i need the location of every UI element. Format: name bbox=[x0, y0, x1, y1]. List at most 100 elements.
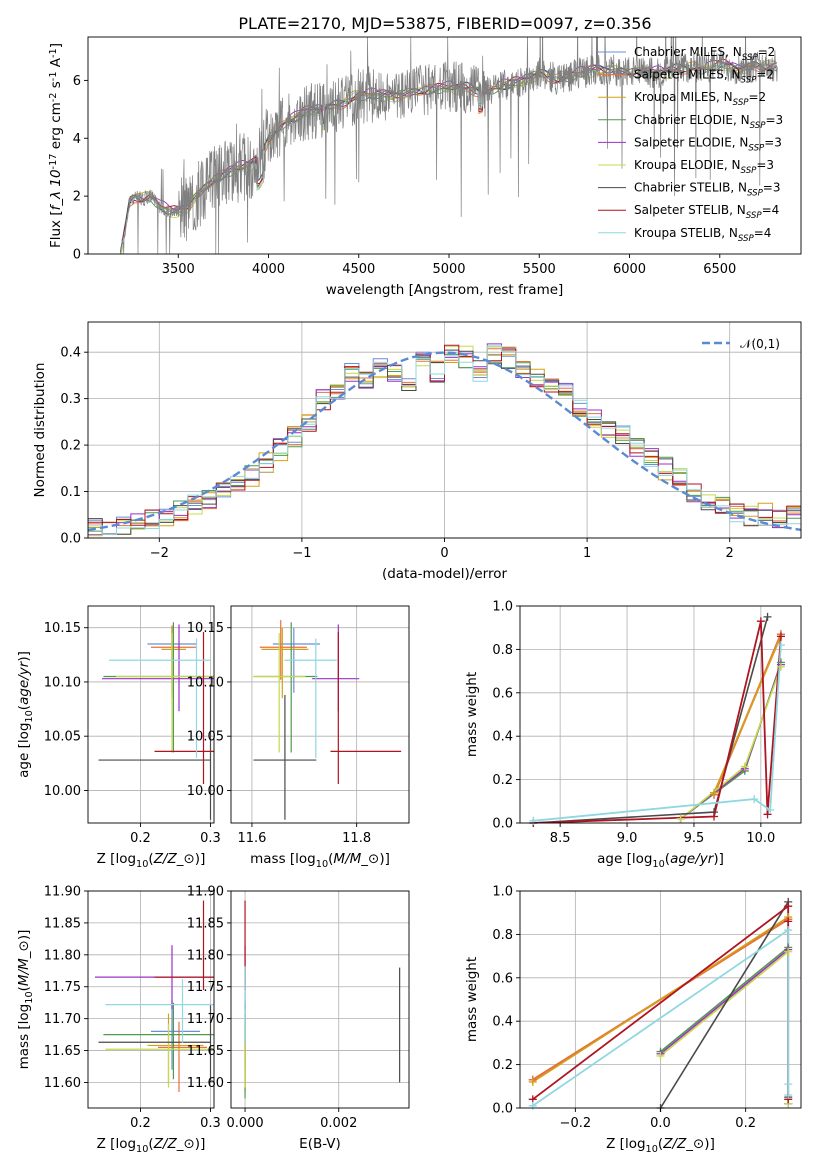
spectrum-frame bbox=[87, 36, 802, 255]
mass_vs_EBV-ytick-label-5: 11.85 bbox=[187, 916, 224, 931]
spectrum-legend-label-1: Salpeter MILES, NSSP=2 bbox=[634, 68, 774, 86]
spectrum-ytick-label-0: 0 bbox=[73, 248, 81, 263]
spectrum-legend-label-7: Salpeter STELIB, NSSP=4 bbox=[634, 203, 779, 221]
massweight_vs_age-ytick-label-0: 0.0 bbox=[492, 817, 513, 832]
spectrum-xtick-label-6: 6500 bbox=[703, 262, 736, 277]
age_vs_mass-plot-area bbox=[252, 620, 402, 820]
massweight_vs_Z-marker-8-0 bbox=[528, 1101, 537, 1110]
mass_vs_Z-plot-area bbox=[95, 900, 214, 1093]
massweight_vs_Z-ytick-label-0: 0.0 bbox=[492, 1102, 513, 1117]
massweight_vs_age-ytick-label-2: 0.4 bbox=[492, 730, 513, 745]
massweight_vs_Z-marker-7-1 bbox=[784, 902, 793, 911]
spectrum-xtick-label-0: 3500 bbox=[162, 262, 195, 277]
massweight_vs_age-xlabel: age [log10(age/yr)] bbox=[597, 851, 724, 870]
massweight_vs_Z-axes: −0.2 0.0 0.2 0.0 0.2 0.4 0.6 0.8 1.0 Z [log10(Z/Z… bbox=[464, 885, 802, 1155]
massweight_vs_Z-marker-8-3 bbox=[784, 1090, 793, 1099]
massweight_vs_age-marker-2-0 bbox=[710, 788, 719, 797]
age_vs_Z-point-4 bbox=[102, 624, 214, 712]
massweight_vs_Z-ytick-label-3: 0.6 bbox=[492, 971, 513, 986]
massweight_vs_age-marker-8-2 bbox=[766, 805, 775, 814]
massweight_vs_Z-ylabel: mass weight bbox=[464, 957, 480, 1042]
massweight_vs_age-line-6 bbox=[533, 616, 769, 823]
massweight_vs_Z-marker-5-0 bbox=[656, 1051, 665, 1060]
residuals-xtick-label-1: −1 bbox=[292, 546, 311, 561]
age_vs_mass-point-4 bbox=[312, 624, 360, 712]
massweight_vs_Z-ytick-label-5: 1.0 bbox=[492, 885, 513, 900]
spectrum-legend-item-4: Salpeter ELODIE, NSSP=3 bbox=[598, 135, 782, 153]
residuals-plot-area bbox=[88, 343, 801, 538]
residuals-ytick-label-0: 0.0 bbox=[60, 532, 81, 547]
mass_vs_Z-ytick-label-3: 11.75 bbox=[44, 980, 81, 995]
spectrum-legend-item-7: Salpeter STELIB, NSSP=4 bbox=[598, 203, 779, 221]
age_vs_Z-ytick-label-3: 10.15 bbox=[44, 621, 81, 636]
spectrum-ytick-label-1: 2 bbox=[73, 190, 81, 205]
age_vs_Z-xtick-label-0: 0.2 bbox=[130, 831, 151, 846]
age_vs_mass-point-7 bbox=[330, 632, 402, 784]
massweight_vs_age-marker-7-2 bbox=[756, 617, 765, 626]
mass_vs_Z-ytick-label-0: 11.60 bbox=[44, 1076, 81, 1091]
spectrum-legend-label-8: Kroupa STELIB, NSSP=4 bbox=[634, 226, 771, 244]
massweight_vs_age-marker-5-0 bbox=[676, 814, 685, 823]
mass_vs_EBV-ytick-label-2: 11.70 bbox=[187, 1012, 224, 1027]
residuals-legend: 𝒩(0,1) bbox=[702, 337, 780, 351]
age_vs_mass-point-2 bbox=[261, 627, 309, 699]
mass_vs_Z-point-5 bbox=[105, 1023, 214, 1088]
mass_vs_EBV-frame bbox=[230, 890, 410, 1109]
age_vs_mass-point-5 bbox=[252, 633, 306, 753]
spectrum-legend-label-6: Chabrier STELIB, NSSP=3 bbox=[634, 181, 781, 199]
residuals-legend-label: 𝒩(0,1) bbox=[740, 337, 780, 351]
age_vs_mass-xtick-label-0: 11.6 bbox=[237, 831, 266, 846]
mass_vs_Z-xtick-label-1: 0.3 bbox=[200, 1116, 221, 1131]
mass_vs_EBV-ytick-label-6: 11.90 bbox=[187, 885, 224, 900]
massweight_vs_age-ytick-label-3: 0.6 bbox=[492, 686, 513, 701]
mass_vs_Z-axes: 0.2 0.3 11.60 11.65 11.70 11.75 11.80 11.85 11.9… bbox=[16, 885, 221, 1156]
massweight_vs_Z-marker-8-1 bbox=[784, 926, 793, 935]
spectrum-legend-label-2: Kroupa MILES, NSSP=2 bbox=[634, 90, 766, 108]
massweight_vs_Z-marker-7-3 bbox=[784, 917, 793, 926]
mass_vs_Z-frame bbox=[87, 890, 215, 1109]
residuals-xtick-label-0: −2 bbox=[150, 546, 169, 561]
age_vs_mass-axes: 11.6 11.8 10.00 10.05 10.10 10.15 mass [log10(… bbox=[187, 605, 410, 870]
massweight_vs_Z-xlabel: Z [log10(Z/Z_⊙)] bbox=[606, 1136, 715, 1155]
massweight_vs_age-marker-7-1 bbox=[710, 812, 719, 821]
spectrum-legend-label-4: Salpeter ELODIE, NSSP=3 bbox=[634, 135, 782, 153]
spectrum-legend-item-0: Chabrier MILES, NSSP=2 bbox=[598, 45, 775, 63]
spectrum-xtick-label-3: 5000 bbox=[432, 262, 465, 277]
massweight_vs_age-marker-7-3 bbox=[763, 810, 772, 819]
mass_vs_Z-ylabel: mass [log10(M/M_⊙)] bbox=[16, 930, 35, 1070]
residuals-ytick-label-1: 0.1 bbox=[60, 485, 81, 500]
massweight_vs_age-marker-5-2 bbox=[776, 662, 785, 671]
spectrum-legend-item-6: Chabrier STELIB, NSSP=3 bbox=[598, 181, 781, 199]
residuals-axes: −2 −1 0 1 2 0.0 0.1 0.2 0.3 0.4 (data-model)/error… bbox=[32, 321, 802, 582]
mass_vs_Z-point-6 bbox=[98, 1003, 212, 1081]
mass_vs_EBV-axes: 0.000 0.002 11.60 11.65 11.70 11.75 11.80 11.85… bbox=[187, 885, 410, 1152]
massweight_vs_age-xtick-label-2: 9.5 bbox=[684, 831, 705, 846]
age_vs_Z-ytick-label-0: 10.00 bbox=[44, 784, 81, 799]
massweight_vs_Z-line-4 bbox=[659, 947, 789, 1104]
mass_vs_EBV-ytick-label-0: 11.60 bbox=[187, 1076, 224, 1091]
residuals-xtick-label-2: 0 bbox=[440, 546, 448, 561]
spectrum-ylabel: Flux [f_λ 10-17 erg cm-2 s-1 A-1] bbox=[48, 43, 64, 248]
massweight_vs_age-marker-8-1 bbox=[750, 795, 759, 804]
massweight_vs_age-ytick-label-5: 1.0 bbox=[492, 600, 513, 615]
mass_vs_Z-ytick-label-2: 11.70 bbox=[44, 1012, 81, 1027]
age_vs_Z-ytick-label-2: 10.10 bbox=[44, 675, 81, 690]
mass_vs_EBV-ytick-label-4: 11.80 bbox=[187, 948, 224, 963]
age_vs_mass-xlabel: mass [log10(M/M_⊙)] bbox=[250, 851, 390, 870]
spectrum-axes: 3500 4000 4500 5000 5500 6000 6500 0 2 4 6 waveleng… bbox=[48, 36, 802, 298]
spectrum-data-line bbox=[120, 37, 778, 254]
massweight_vs_Z-xtick-label-0: −0.2 bbox=[560, 1116, 592, 1131]
massweight_vs_age-marker-8-3 bbox=[776, 641, 785, 650]
spectrum-xlabel: wavelength [Angstrom, rest frame] bbox=[326, 282, 564, 298]
residuals-ytick-label-4: 0.4 bbox=[60, 346, 81, 361]
mass_vs_EBV-xtick-label-1: 0.002 bbox=[320, 1116, 357, 1131]
spectrum-xtick-label-1: 4000 bbox=[252, 262, 285, 277]
massweight_vs_Z-line-8 bbox=[532, 928, 790, 1107]
massweight_vs_age-marker-6-2 bbox=[763, 612, 772, 621]
mass_vs_EBV-ytick-label-1: 11.65 bbox=[187, 1044, 224, 1059]
massweight_vs_age-axes: 8.5 9.0 9.5 10.0 0.0 0.2 0.4 0.6 0.8 1.0 age [log1… bbox=[464, 600, 802, 870]
mass_vs_Z-point-1 bbox=[158, 1021, 207, 1093]
residuals-ylabel: Normed distribution bbox=[32, 363, 48, 498]
mass_vs_Z-xtick-label-0: 0.2 bbox=[130, 1116, 151, 1131]
massweight_vs_Z-marker-5-1 bbox=[784, 947, 793, 956]
